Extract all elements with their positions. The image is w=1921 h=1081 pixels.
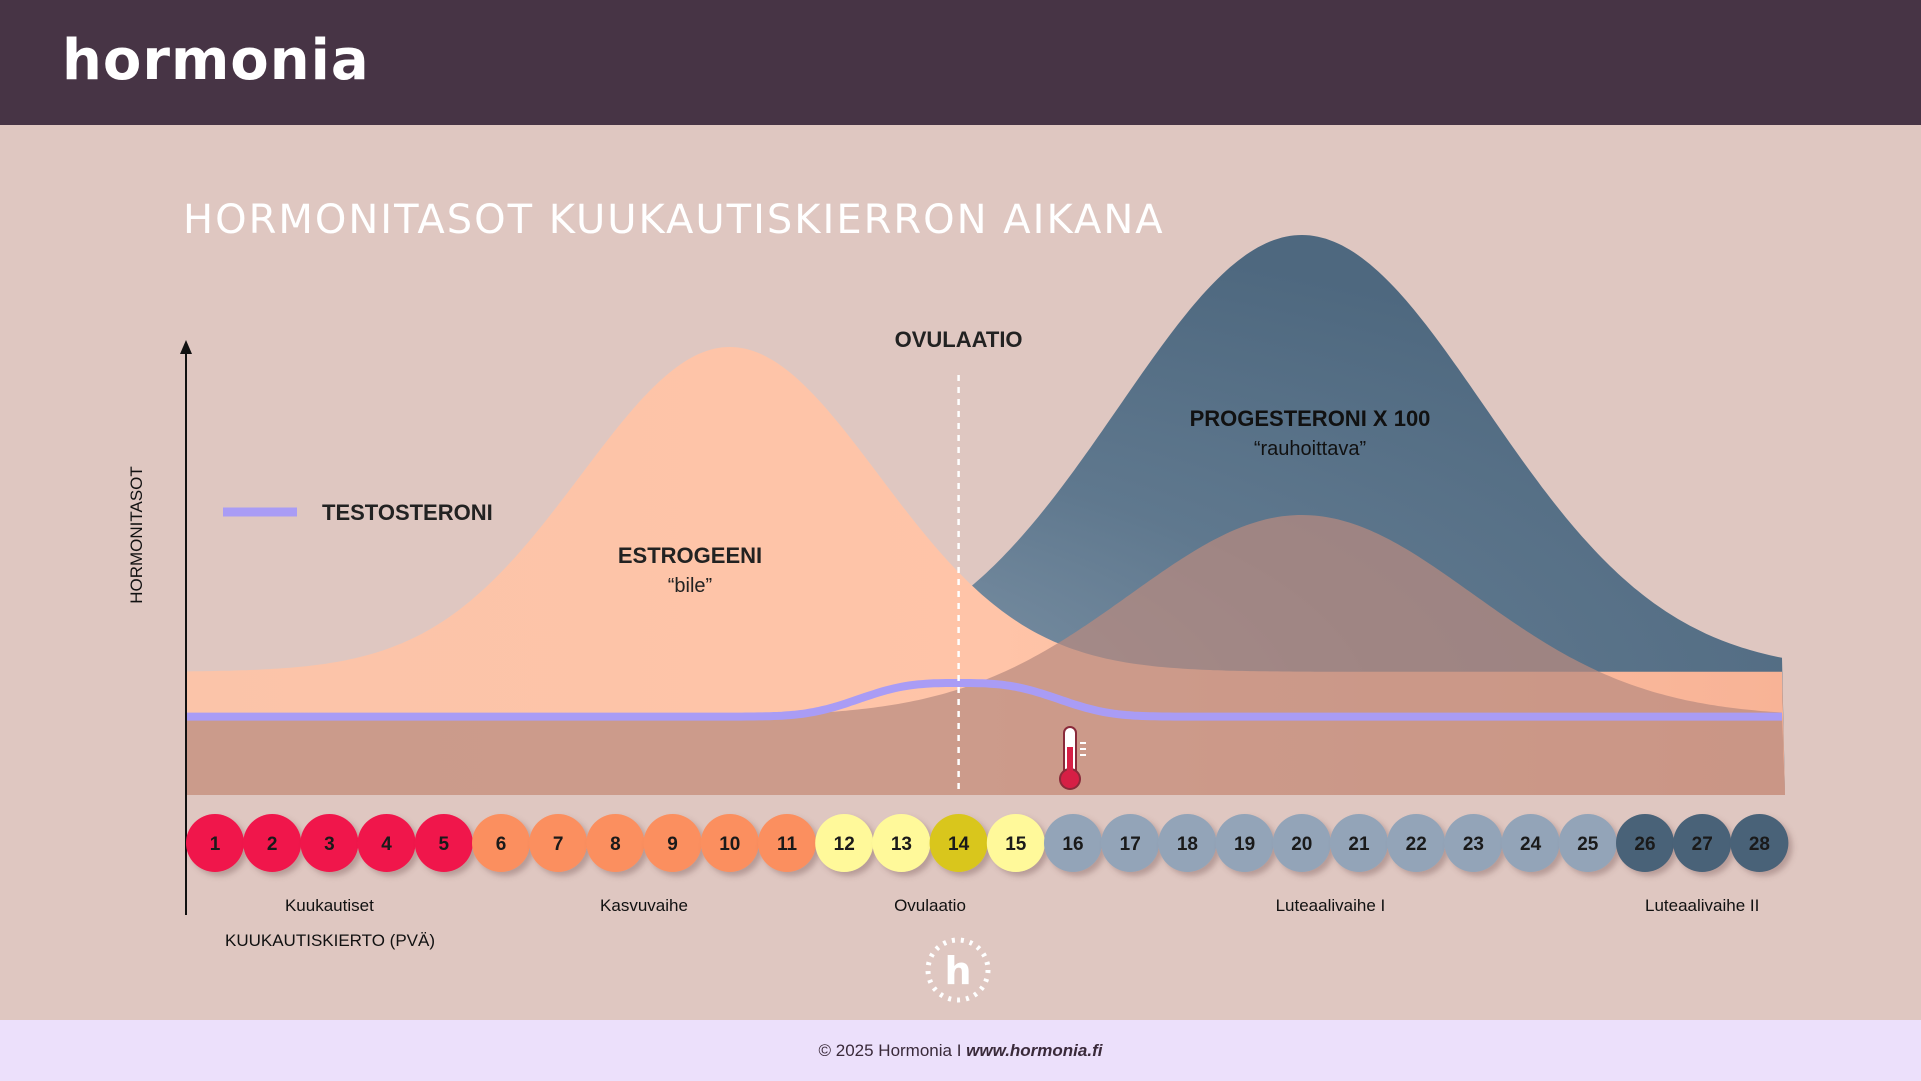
day-number-13: 13 (891, 834, 912, 855)
legend-testosterone: TESTOSTERONI (322, 500, 493, 525)
day-circles: 1 2 3 4 5 6 7 8 9 10 11 12 13 14 15 16 17 18 19 20 21 22 23 24 2… (186, 814, 1789, 872)
day-circle-6 (472, 814, 530, 872)
day-circle-25 (1558, 814, 1617, 872)
day-circle-18 (1158, 814, 1217, 872)
day-circle-19 (1215, 814, 1274, 872)
day-circle-7 (529, 814, 588, 872)
day-number-5: 5 (439, 834, 450, 855)
estrogen-sublabel: “bile” (668, 575, 712, 597)
phase-label-4: Luteaalivaihe II (1645, 896, 1759, 915)
day-number-2: 2 (267, 834, 278, 855)
day-circle-8 (586, 814, 645, 872)
day-number-27: 27 (1692, 834, 1713, 855)
day-number-22: 22 (1406, 834, 1427, 855)
day-circle-22 (1387, 814, 1446, 872)
day-number-18: 18 (1177, 834, 1198, 855)
day-number-4: 4 (381, 834, 392, 855)
legend: TESTOSTERONI (223, 500, 493, 525)
day-number-19: 19 (1234, 834, 1255, 855)
hormonia-logo: hormonia (62, 28, 370, 93)
day-circle-16 (1044, 814, 1102, 872)
luteal-hormone-area (186, 515, 1785, 795)
chart-title: HORMONITASOT KUUKAUTISKIERRON AIKANA (183, 197, 1165, 243)
hormone-chart: HORMONITASOT KUUKAUTISKIERRON AIKANA OVU… (127, 197, 1789, 1003)
day-circle-9 (643, 814, 702, 872)
day-number-21: 21 (1348, 834, 1370, 855)
phase-labels: Kuukautiset Kasvuvaihe Ovulaatio Luteaaliva… (285, 896, 1759, 915)
day-number-24: 24 (1520, 834, 1542, 855)
day-circle-26 (1616, 814, 1674, 872)
x-axis-label: KUUKAUTISKIERTO (PVÄ) (225, 931, 435, 950)
day-number-1: 1 (210, 834, 221, 855)
hormone-areas (186, 235, 1785, 795)
day-number-25: 25 (1577, 834, 1599, 855)
copyright-text: © 2025 Hormonia I (818, 1041, 967, 1060)
testosterone-line (186, 679, 1782, 721)
estrogen-label: ESTROGEENI (618, 543, 762, 568)
day-number-11: 11 (777, 834, 798, 855)
phase-label-1: Kasvuvaihe (600, 896, 688, 915)
day-circle-11 (758, 814, 816, 872)
day-number-17: 17 (1120, 834, 1141, 855)
progesterone-label: PROGESTERONI X 100 (1190, 406, 1431, 431)
day-number-8: 8 (610, 834, 621, 855)
day-circle-24 (1501, 814, 1560, 872)
day-number-28: 28 (1749, 834, 1770, 855)
day-number-7: 7 (553, 834, 564, 855)
ovulation-label: OVULAATIO (895, 327, 1023, 352)
day-number-16: 16 (1062, 834, 1083, 855)
day-circle-27 (1673, 814, 1732, 872)
day-circle-12 (815, 814, 874, 872)
day-number-6: 6 (496, 834, 507, 855)
day-circle-21 (1330, 814, 1388, 872)
thermometer-icon (1059, 726, 1086, 790)
day-number-23: 23 (1463, 834, 1484, 855)
progesterone-sublabel: “rauhoittava” (1254, 438, 1366, 460)
day-number-20: 20 (1291, 834, 1312, 855)
day-circle-28 (1730, 814, 1789, 872)
day-circle-1 (186, 814, 244, 872)
day-number-10: 10 (719, 834, 740, 855)
day-circle-13 (872, 814, 931, 872)
day-circle-15 (986, 814, 1045, 872)
day-number-14: 14 (948, 834, 970, 855)
day-circle-17 (1101, 814, 1160, 872)
phase-label-3: Luteaalivaihe I (1276, 896, 1386, 915)
day-circle-4 (357, 814, 416, 872)
website-link[interactable]: www.hormonia.fi (966, 1041, 1103, 1060)
day-circle-2 (243, 814, 302, 872)
y-axis (180, 340, 192, 915)
footer: © 2025 Hormonia I www.hormonia.fi (0, 1020, 1921, 1081)
day-circle-10 (700, 814, 759, 872)
day-circle-5 (414, 814, 473, 872)
day-circle-20 (1272, 814, 1331, 872)
day-number-12: 12 (834, 834, 855, 855)
header-bar: hormonia (0, 0, 1921, 125)
day-number-9: 9 (667, 834, 678, 855)
phase-label-2: Ovulaatio (894, 896, 966, 915)
svg-text:h: h (944, 949, 971, 993)
day-number-15: 15 (1005, 834, 1027, 855)
day-circle-23 (1444, 814, 1503, 872)
hormonia-emblem: h (925, 937, 991, 1003)
day-number-3: 3 (324, 834, 335, 855)
day-circle-3 (300, 814, 359, 872)
phase-label-0: Kuukautiset (285, 896, 374, 915)
y-axis-label: HORMONITASOT (127, 466, 146, 604)
day-number-26: 26 (1634, 834, 1655, 855)
day-circle-14 (929, 814, 988, 872)
